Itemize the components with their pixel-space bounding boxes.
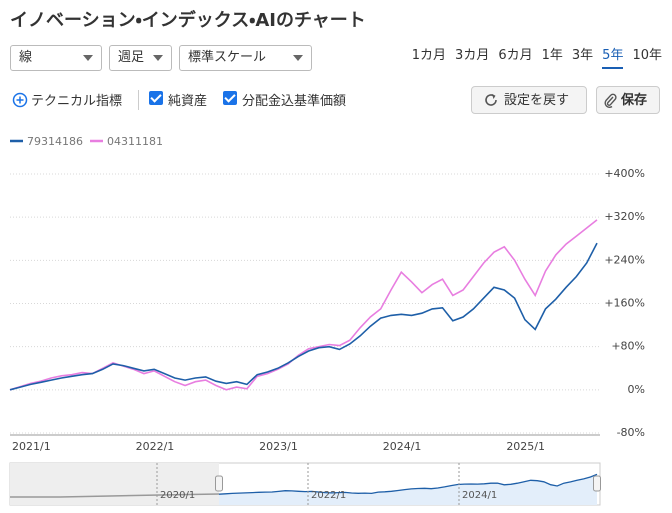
x-tick-label: 2022/1 xyxy=(136,440,175,453)
navigator-handle xyxy=(215,475,223,492)
navigator-line xyxy=(218,473,598,495)
technical-link[interactable]: テクニカル指標 xyxy=(31,94,123,109)
y-tick-label: +400% xyxy=(604,167,645,180)
period-tab[interactable]: 5年 xyxy=(602,44,624,69)
y-tick-label: +80% xyxy=(611,340,645,353)
scale-select[interactable]: 標準スケール xyxy=(179,45,312,71)
checkbox-label[interactable]: 純資産 xyxy=(168,94,208,109)
x-tick-label: 2024/1 xyxy=(383,440,422,453)
y-tick-label: +240% xyxy=(604,253,645,266)
y-tick-label: 0% xyxy=(628,383,645,396)
legend-label: 04311181 xyxy=(107,135,163,148)
series-line xyxy=(9,219,598,391)
y-tick-label: +320% xyxy=(604,210,645,223)
x-tick-label: 2023/1 xyxy=(259,440,298,453)
interval-select[interactable]: 週足 xyxy=(109,45,172,71)
reset-icon xyxy=(485,94,497,106)
navigator-label: 2024/1 xyxy=(462,490,497,501)
navigator-label: 2020/1 xyxy=(160,490,195,501)
separator xyxy=(138,90,139,110)
period-tab[interactable]: 10年 xyxy=(632,48,662,63)
page-title: イノベーション・インデックス・AIのチャート xyxy=(10,10,366,31)
checkbox[interactable] xyxy=(149,91,163,105)
navigator-handle xyxy=(593,475,601,492)
series-line xyxy=(9,242,598,391)
add-icon[interactable] xyxy=(12,92,28,108)
navigator-label: 2022/1 xyxy=(311,490,346,501)
reset-button[interactable]: 設定を戻す xyxy=(471,86,587,114)
legend-label: 79314186 xyxy=(27,135,83,148)
chart-type-select[interactable]: 線 xyxy=(10,45,102,71)
checkbox[interactable] xyxy=(223,91,237,105)
period-tabs: 1カ月 3カ月 6カ月 1年 3年 5年 10年 xyxy=(412,44,662,69)
period-tab[interactable]: 3年 xyxy=(571,48,594,63)
period-tab[interactable]: 3カ月 xyxy=(455,48,490,63)
button-label: 設定を戻す xyxy=(504,93,570,108)
y-tick-label: +160% xyxy=(604,297,645,310)
navigator-history xyxy=(10,493,220,498)
checkbox-label[interactable]: 分配金込基準価額 xyxy=(242,94,347,109)
x-tick-label: 2025/1 xyxy=(506,440,545,453)
navigator-outside xyxy=(10,463,219,505)
clip-icon xyxy=(604,93,617,108)
period-tab[interactable]: 6カ月 xyxy=(498,48,533,63)
x-tick-label: 2021/1 xyxy=(12,440,51,453)
period-tab[interactable]: 1カ月 xyxy=(411,48,447,63)
y-tick-label: -80% xyxy=(617,426,645,439)
period-tab[interactable]: 1年 xyxy=(541,48,563,63)
button-label: 保存 xyxy=(621,93,648,108)
